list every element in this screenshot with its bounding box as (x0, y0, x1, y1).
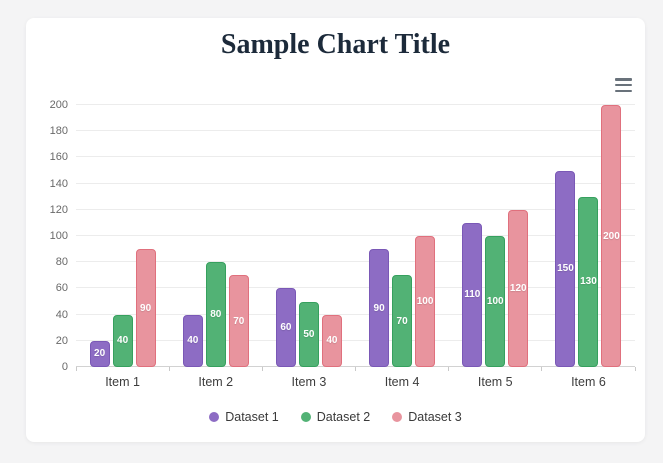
bar-dataset-3-item-3[interactable]: 40 (321, 314, 342, 367)
gridline (76, 366, 635, 367)
bar-dataset-2-item-4[interactable]: 70 (392, 275, 413, 367)
y-axis-tick-label: 160 (49, 151, 68, 164)
y-axis-tick-label: 200 (49, 99, 68, 111)
gridline (76, 104, 635, 105)
bar-value-label: 130 (580, 276, 597, 288)
x-axis-tick-mark (448, 367, 450, 371)
x-axis-label: Item 5 (477, 375, 513, 389)
x-axis-tick-mark (261, 367, 263, 371)
gridline (76, 182, 635, 184)
bar-value-label: 120 (509, 282, 527, 294)
chart-title: Sample Chart Title (220, 29, 451, 60)
legend-item-dataset-2[interactable]: Dataset 2 (300, 410, 371, 424)
bar-dataset-1-item-4[interactable]: 90 (369, 249, 390, 367)
bar-group: 40 80 70 (169, 105, 262, 367)
bar-value-label: 110 (464, 289, 481, 301)
x-axis-tick-mark (168, 367, 170, 371)
legend-marker-icon (392, 412, 403, 422)
y-axis-tick-label: 120 (49, 203, 68, 216)
bar-group: 90 70 100 (356, 105, 449, 367)
hamburger-menu-icon[interactable] (615, 78, 633, 92)
gridline (76, 287, 635, 289)
bar-group: 110 100 120 (449, 105, 542, 367)
x-axis-label: Item 3 (291, 375, 327, 389)
gridline (76, 261, 635, 263)
bar-value-label: 90 (373, 302, 385, 314)
y-axis-tick-label: 140 (49, 177, 68, 190)
y-axis-tick-label: 0 (61, 361, 68, 373)
x-axis-tick-mark (355, 367, 356, 371)
bar-dataset-2-item-5[interactable]: 100 (485, 236, 506, 367)
bar-value-label: 90 (140, 302, 152, 314)
y-axis-tick-label: 180 (49, 125, 68, 138)
bar-value-label: 100 (486, 296, 504, 307)
gridline (76, 156, 635, 158)
chart-plot-area: 0 20 40 60 80 100 120 140 160 180 200 20 40 90 40 80 70 6… (50, 99, 636, 389)
legend-item-dataset-3[interactable]: Dataset 3 (392, 410, 462, 424)
gridline (76, 235, 635, 236)
bar-dataset-3-item-2[interactable]: 70 (228, 275, 249, 367)
legend-marker-icon (209, 412, 220, 422)
gridline (76, 208, 635, 210)
bar-value-label: 70 (233, 315, 245, 327)
x-axis-label: Item 1 (105, 375, 140, 389)
bar-groups: 20 40 90 40 80 70 60 50 40 90 70 100 110 100 120 150 130… (76, 105, 635, 367)
bar-dataset-3-item-1[interactable]: 90 (135, 249, 156, 367)
legend-label: Dataset 2 (316, 410, 371, 424)
bar-group: 60 50 40 (262, 105, 355, 367)
bar-value-label: 40 (326, 335, 338, 347)
y-axis-tick-label: 60 (55, 282, 68, 295)
y-axis-tick-label: 100 (49, 230, 68, 242)
x-axis-tick-mark (541, 367, 543, 371)
bar-dataset-2-item-6[interactable]: 130 (578, 196, 599, 367)
bar-group: 150 130 200 (542, 105, 635, 367)
legend-item-dataset-1[interactable]: Dataset 1 (209, 410, 279, 424)
legend-label: Dataset 3 (408, 410, 462, 424)
bar-dataset-3-item-6[interactable]: 200 (601, 105, 622, 367)
bar-dataset-2-item-1[interactable]: 40 (112, 314, 133, 367)
chart-legend: Dataset 1 Dataset 2 Dataset 3 (26, 410, 645, 424)
gridline (76, 313, 635, 315)
bar-value-label: 40 (117, 335, 129, 347)
gridline (76, 339, 635, 341)
bar-dataset-2-item-2[interactable]: 80 (205, 262, 226, 367)
bar-dataset-1-item-1[interactable]: 20 (89, 340, 110, 367)
bar-value-label: 80 (210, 309, 222, 321)
bar-dataset-1-item-3[interactable]: 60 (275, 288, 296, 367)
y-axis-tick-label: 40 (55, 308, 68, 321)
legend-marker-icon (300, 412, 311, 422)
x-axis-label: Item 4 (384, 375, 420, 389)
bar-dataset-1-item-5[interactable]: 110 (462, 222, 483, 367)
bar-dataset-1-item-2[interactable]: 40 (182, 314, 203, 367)
y-axis-tick-label: 20 (55, 334, 68, 347)
bar-value-label: 40 (187, 335, 199, 347)
legend-label: Dataset 1 (225, 410, 279, 424)
x-axis-label: Item 6 (571, 375, 606, 389)
gridline (76, 130, 635, 132)
x-axis-tick-mark (75, 367, 77, 371)
bar-value-label: 50 (303, 328, 315, 340)
bar-dataset-3-item-4[interactable]: 100 (415, 236, 436, 367)
x-axis-tick-mark (634, 367, 636, 371)
bar-value-label: 70 (396, 315, 408, 327)
x-axis-labels: Item 1 Item 2 Item 3 Item 4 Item 5 Item 6 (76, 375, 635, 389)
x-axis-label: Item 2 (198, 375, 234, 389)
bar-value-label: 150 (557, 263, 574, 275)
y-axis-tick-label: 80 (55, 256, 68, 269)
chart-card: Sample Chart Title 0 20 40 60 80 100 120 140 160… (26, 18, 645, 442)
bar-value-label: 100 (416, 296, 434, 307)
bar-group: 20 40 90 (76, 105, 169, 367)
bar-value-label: 200 (603, 230, 620, 242)
bar-value-label: 20 (94, 348, 106, 360)
bar-dataset-1-item-6[interactable]: 150 (555, 170, 576, 367)
bar-dataset-2-item-3[interactable]: 50 (298, 301, 319, 367)
bar-dataset-3-item-5[interactable]: 120 (508, 209, 529, 367)
bar-value-label: 60 (280, 322, 292, 334)
